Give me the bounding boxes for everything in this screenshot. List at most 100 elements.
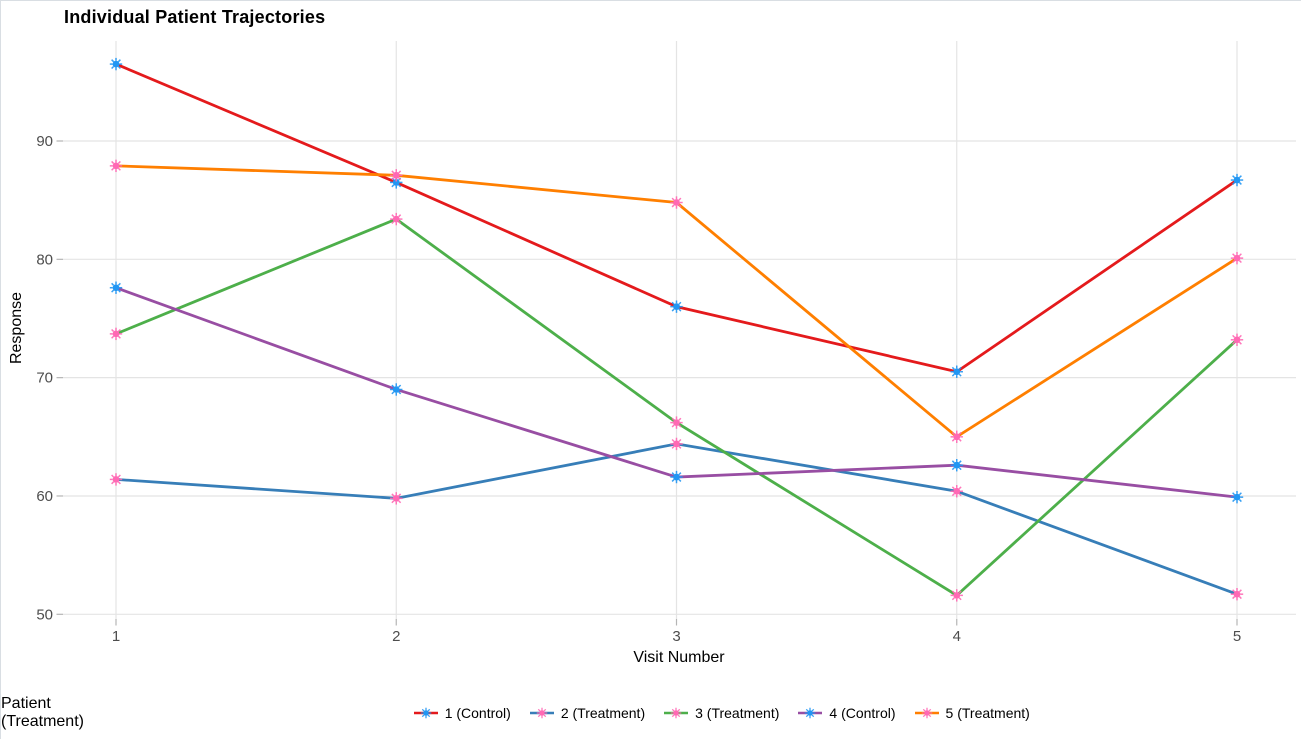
point-spoke	[958, 486, 962, 490]
point-spoke	[951, 467, 955, 471]
point-spoke	[1232, 596, 1236, 600]
point-spoke	[671, 478, 675, 482]
point-spoke	[958, 590, 962, 594]
point-spoke	[951, 373, 955, 377]
point-spoke	[111, 474, 115, 478]
point-spoke	[958, 460, 962, 464]
point-spoke	[671, 708, 675, 712]
point-spoke	[398, 493, 402, 497]
point-spoke	[677, 714, 681, 718]
point-spoke	[671, 308, 675, 312]
point-spoke	[543, 714, 547, 718]
point-spoke	[398, 220, 402, 225]
point-spoke	[928, 708, 931, 712]
data-point-marker	[805, 707, 816, 719]
point-spoke	[951, 438, 955, 442]
point-spoke	[671, 445, 675, 449]
point-center	[112, 60, 120, 68]
legend-item-patient-1: 1 (Control)	[412, 705, 511, 721]
point-spoke	[671, 714, 675, 718]
point-spoke	[678, 197, 682, 201]
data-point-patient-2-visit-2	[390, 492, 403, 505]
point-spoke	[678, 445, 682, 449]
point-spoke	[111, 289, 115, 293]
point-center	[673, 303, 680, 311]
data-point-patient-1-visit-4	[950, 365, 963, 378]
point-spoke	[1232, 492, 1236, 496]
point-spoke	[678, 438, 682, 443]
point-spoke	[951, 431, 955, 435]
point-center	[1233, 493, 1241, 501]
point-spoke	[1238, 181, 1242, 185]
point-center	[673, 473, 680, 481]
data-points-layer	[109, 57, 1244, 602]
point-spoke	[391, 384, 395, 388]
point-center	[923, 710, 930, 716]
point-spoke	[1232, 260, 1236, 264]
point-center	[953, 591, 961, 599]
point-center	[392, 179, 400, 186]
point-spoke	[677, 708, 681, 712]
point-spoke	[421, 708, 425, 712]
point-center	[673, 419, 680, 427]
point-spoke	[391, 184, 395, 188]
point-spoke	[398, 184, 402, 188]
point-spoke	[1238, 253, 1242, 257]
point-spoke	[811, 708, 815, 712]
point-spoke	[951, 486, 955, 490]
point-spoke	[111, 282, 115, 286]
data-point-patient-2-visit-1	[109, 473, 123, 486]
legend-label: 1 (Control)	[444, 705, 511, 721]
point-spoke	[117, 65, 121, 70]
point-spoke	[678, 478, 682, 482]
point-spoke	[1238, 492, 1242, 496]
point-spoke	[391, 391, 395, 395]
data-point-patient-4-visit-1	[109, 281, 123, 294]
point-spoke	[398, 500, 402, 504]
point-spoke	[111, 65, 115, 70]
point-center	[112, 330, 120, 338]
point-center	[1233, 254, 1241, 262]
y-tick-label: 80	[36, 251, 53, 268]
point-spoke	[111, 167, 115, 171]
point-spoke	[811, 714, 815, 718]
legend-title: Patient (Treatment)	[1, 695, 84, 730]
point-spoke	[111, 160, 115, 164]
y-tick-label: 90	[36, 133, 53, 150]
point-spoke	[111, 481, 115, 485]
point-center	[673, 440, 680, 448]
point-spoke	[958, 597, 962, 601]
point-spoke	[958, 373, 962, 377]
legend-item-patient-4: 4 (Control)	[796, 705, 896, 721]
y-tick-label: 50	[36, 606, 53, 623]
data-point-patient-1-visit-5	[1230, 173, 1244, 187]
point-spoke	[806, 714, 809, 718]
data-point-patient-4-visit-2	[390, 383, 403, 396]
data-point-patient-5-visit-2	[390, 169, 403, 182]
point-spoke	[398, 214, 402, 218]
point-spoke	[806, 708, 809, 712]
point-spoke	[117, 481, 121, 485]
point-spoke	[671, 417, 675, 421]
point-center	[953, 368, 961, 376]
legend-item-patient-5: 5 (Treatment)	[913, 705, 1030, 721]
data-point-patient-4-visit-5	[1230, 490, 1244, 504]
data-point-patient-2-visit-4	[950, 485, 963, 498]
point-spoke	[671, 301, 675, 305]
data-point-marker	[670, 707, 682, 719]
line-chart: 50 60 70 80 90 1 2 3 4 5 Visit Number Response	[8, 41, 1296, 666]
point-spoke	[421, 714, 425, 718]
point-spoke	[1238, 589, 1242, 593]
point-spoke	[922, 714, 925, 718]
data-point-marker	[420, 707, 431, 719]
legend-key-glyph	[664, 707, 689, 719]
data-point-patient-5-visit-3	[670, 196, 683, 209]
point-spoke	[951, 597, 955, 601]
point-spoke	[391, 220, 395, 225]
point-spoke	[427, 714, 430, 718]
point-spoke	[1232, 341, 1236, 345]
point-spoke	[958, 366, 962, 370]
data-point-marker	[536, 707, 548, 719]
data-point-patient-1-visit-2	[390, 176, 403, 189]
point-center	[953, 433, 961, 441]
